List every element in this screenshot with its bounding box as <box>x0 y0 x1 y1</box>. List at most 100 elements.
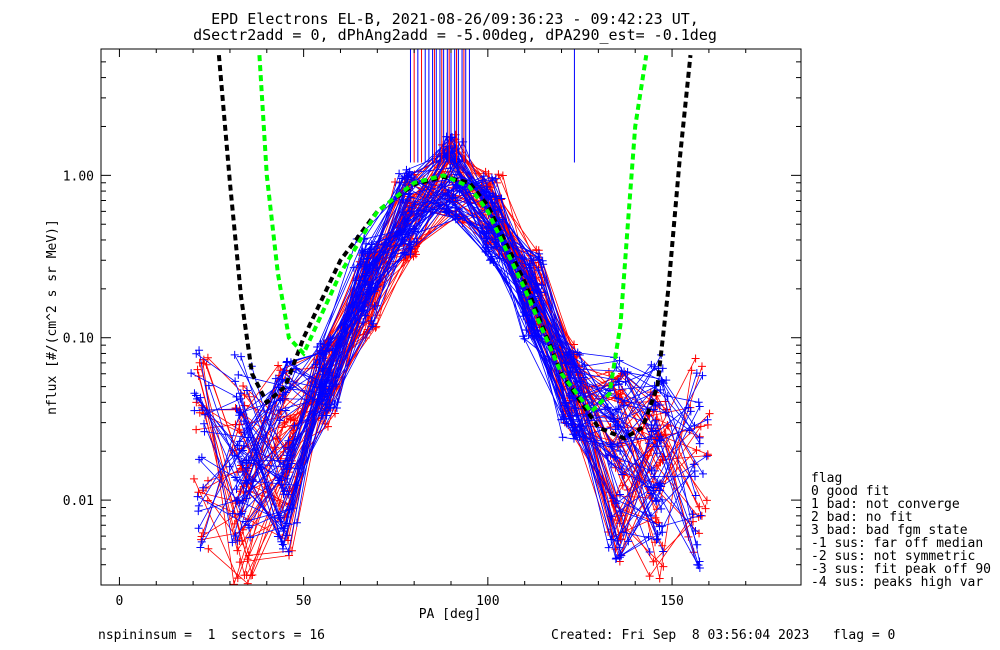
blue-series-point <box>280 487 289 496</box>
blue-series-point <box>316 339 325 348</box>
x-tick-label: 100 <box>476 594 499 609</box>
blue-series-point <box>317 346 326 355</box>
flag-legend-item: -2 sus: not symmetric <box>811 549 975 564</box>
red-series-point <box>391 178 400 187</box>
blue-series-point <box>691 491 700 500</box>
blue-series-point <box>695 402 704 411</box>
blue-series-point <box>451 194 460 203</box>
red-series-point <box>494 170 503 179</box>
blue-series-point <box>282 531 291 540</box>
blue-series-point <box>196 543 205 552</box>
flag-legend-title: flag <box>811 471 842 486</box>
blue-series-point <box>524 331 533 340</box>
blue-series-point <box>360 280 369 289</box>
blue-series-point <box>698 469 707 478</box>
blue-series-point <box>557 415 566 424</box>
blue-series-point <box>367 245 376 254</box>
blue-series-point <box>488 176 497 185</box>
blue-series-point <box>490 198 499 207</box>
blue-series-point <box>566 366 575 375</box>
red-series-point <box>231 404 240 413</box>
blue-series-point <box>363 254 372 263</box>
blue-series-point <box>479 172 488 181</box>
blue-series-point <box>371 283 380 292</box>
blue-series-point <box>290 421 299 430</box>
blue-series-line <box>239 199 699 566</box>
blue-series-point <box>401 210 410 219</box>
blue-series-point <box>195 346 204 355</box>
blue-series-point <box>650 466 659 475</box>
red-series-point <box>655 574 664 583</box>
blue-series-point <box>284 436 293 445</box>
blue-series-point <box>401 224 410 233</box>
flag-legend-item: -4 sus: peaks high var <box>811 575 983 590</box>
red-series-point <box>702 496 711 505</box>
blue-series-line <box>238 209 703 472</box>
fit-curve-green <box>257 54 649 415</box>
blue-series-point <box>534 266 543 275</box>
blue-series-point <box>651 416 660 425</box>
blue-series-point <box>193 492 202 501</box>
blue-series-point <box>694 398 703 407</box>
x-tick-label: 50 <box>296 594 312 609</box>
blue-series-point <box>237 457 246 466</box>
blue-series-point <box>231 473 240 482</box>
blue-series-point <box>228 538 237 547</box>
blue-series-point <box>650 472 659 481</box>
blue-series-point <box>655 432 664 441</box>
blue-series-point <box>560 415 569 424</box>
red-series-point <box>203 353 212 362</box>
blue-series-point <box>442 207 451 216</box>
blue-series-point <box>612 499 621 508</box>
x-tick-label: 150 <box>660 594 683 609</box>
blue-series-point <box>703 415 712 424</box>
blue-series-point <box>284 547 293 556</box>
blue-series-point <box>615 356 624 365</box>
blue-series-point <box>282 465 291 474</box>
blue-series-point <box>527 254 536 263</box>
blue-series-point <box>367 316 376 325</box>
blue-series-point <box>234 370 243 379</box>
blue-series-point <box>232 485 241 494</box>
red-series-point <box>192 398 201 407</box>
blue-series-point <box>412 237 421 246</box>
blue-series-point <box>370 302 379 311</box>
blue-series-point <box>653 480 662 489</box>
red-series-point <box>651 513 660 522</box>
axis-ticks: 0 50 100 150 0.01 0.10 1.00 <box>63 49 801 609</box>
chart-title-line-1: EPD Electrons EL-B, 2021-08-26/09:36:23 … <box>211 10 699 28</box>
blue-series-point <box>405 244 414 253</box>
blue-series-point <box>190 406 199 415</box>
blue-series-point <box>190 389 199 398</box>
blue-series-line <box>203 157 661 549</box>
flag-legend: flag 0 good fit 1 bad: not converge 2 ba… <box>811 471 991 590</box>
blue-series-point <box>235 437 244 446</box>
blue-series-point <box>242 386 251 395</box>
blue-series-point <box>231 377 240 386</box>
blue-series-point <box>319 340 328 349</box>
blue-series-point <box>615 490 624 499</box>
blue-series-point <box>657 495 666 504</box>
blue-series-point <box>534 253 543 262</box>
blue-series-point <box>237 509 246 518</box>
blue-series-point <box>580 360 589 369</box>
red-series-point <box>239 381 248 390</box>
blue-series-point <box>235 446 244 455</box>
blue-series-point <box>232 405 241 414</box>
y-axis-label: nflux [#/(cm^2 s sr MeV)] <box>45 219 60 415</box>
blue-series-point <box>395 169 404 178</box>
red-series-point <box>229 580 238 585</box>
blue-series-point <box>359 317 368 326</box>
blue-series-point <box>702 452 711 461</box>
blue-series-point <box>194 507 203 516</box>
red-series-point <box>704 451 713 460</box>
blue-series-point <box>662 376 671 385</box>
red-series-point <box>532 245 541 254</box>
blue-series-point <box>194 501 203 510</box>
blue-series-line <box>196 177 658 454</box>
blue-series-point <box>236 394 245 403</box>
blue-series-point <box>530 329 539 338</box>
blue-series-point <box>617 367 626 376</box>
blue-series-point <box>565 391 574 400</box>
x-tick-label: 0 <box>116 594 124 609</box>
